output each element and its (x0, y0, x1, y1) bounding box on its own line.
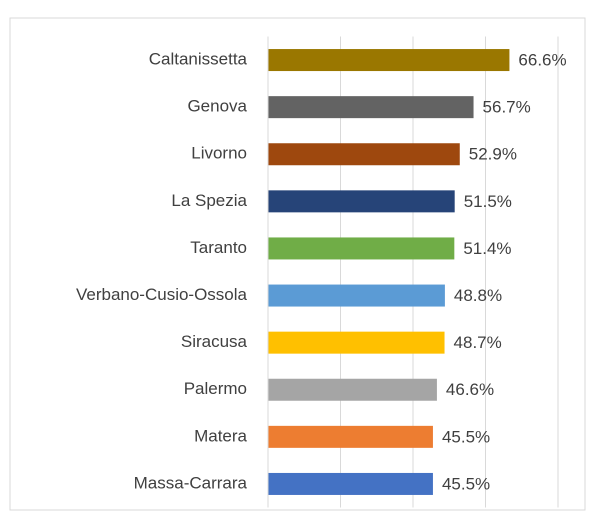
y-tick-label: Palermo (184, 379, 247, 398)
y-tick-label: Siracusa (181, 332, 248, 351)
bar (268, 49, 510, 72)
value-label: 45.5% (442, 474, 490, 493)
y-tick-label: Massa-Carrara (134, 473, 248, 492)
bar (268, 96, 474, 119)
y-tick-label: Verbano-Cusio-Ossola (76, 285, 248, 304)
value-label: 46.6% (446, 380, 494, 399)
bar (268, 143, 460, 166)
bar (268, 425, 433, 448)
value-label: 56.7% (483, 98, 531, 117)
value-label: 51.5% (464, 192, 512, 211)
value-label: 51.4% (463, 239, 511, 258)
y-tick-label: Livorno (191, 144, 247, 163)
bar (268, 378, 437, 401)
y-tick-label: Matera (194, 426, 247, 445)
y-tick-label: Taranto (190, 238, 247, 257)
value-label: 66.6% (518, 51, 566, 70)
bar (268, 331, 445, 354)
y-tick-label: Genova (187, 97, 247, 116)
value-label: 52.9% (469, 145, 517, 164)
bar (268, 472, 433, 495)
bar (268, 284, 445, 307)
value-label: 48.7% (454, 333, 502, 352)
bar (268, 237, 455, 260)
value-label: 45.5% (442, 427, 490, 446)
y-tick-label: Caltanissetta (149, 50, 248, 69)
value-label: 48.8% (454, 286, 502, 305)
bar (268, 190, 455, 213)
y-tick-label: La Spezia (171, 191, 247, 210)
